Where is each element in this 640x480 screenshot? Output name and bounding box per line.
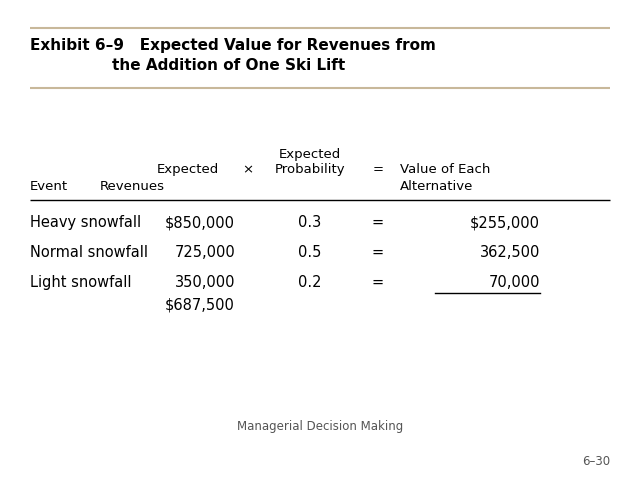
Text: =: = (372, 215, 384, 230)
Text: 6–30: 6–30 (582, 455, 610, 468)
Text: Probability: Probability (275, 163, 346, 176)
Text: $850,000: $850,000 (165, 215, 235, 230)
Text: Exhibit 6–9   Expected Value for Revenues from: Exhibit 6–9 Expected Value for Revenues … (30, 38, 436, 53)
Text: 0.5: 0.5 (298, 245, 322, 260)
Text: Expected: Expected (279, 148, 341, 161)
Text: Value of Each: Value of Each (400, 163, 490, 176)
Text: the Addition of One Ski Lift: the Addition of One Ski Lift (112, 58, 345, 73)
Text: 70,000: 70,000 (488, 275, 540, 290)
Text: Managerial Decision Making: Managerial Decision Making (237, 420, 403, 433)
Text: Light snowfall: Light snowfall (30, 275, 131, 290)
Text: Normal snowfall: Normal snowfall (30, 245, 148, 260)
Text: 350,000: 350,000 (175, 275, 235, 290)
Text: ×: × (243, 163, 253, 176)
Text: Heavy snowfall: Heavy snowfall (30, 215, 141, 230)
Text: Alternative: Alternative (400, 180, 474, 193)
Text: =: = (372, 245, 384, 260)
Text: $687,500: $687,500 (165, 297, 235, 312)
Text: =: = (372, 275, 384, 290)
Text: $255,000: $255,000 (470, 215, 540, 230)
Text: 0.3: 0.3 (298, 215, 322, 230)
Text: =: = (372, 163, 383, 176)
Text: Expected: Expected (157, 163, 219, 176)
Text: 362,500: 362,500 (479, 245, 540, 260)
Text: Event: Event (30, 180, 68, 193)
Text: 725,000: 725,000 (174, 245, 235, 260)
Text: 0.2: 0.2 (298, 275, 322, 290)
Text: Revenues: Revenues (100, 180, 165, 193)
